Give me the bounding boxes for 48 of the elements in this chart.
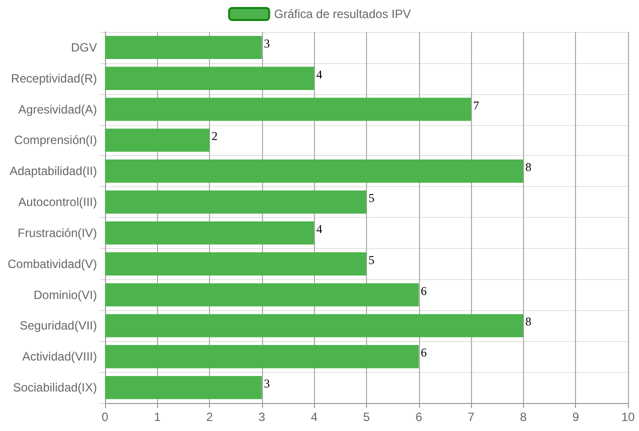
- bar: [105, 376, 262, 400]
- y-tick-label: Combatividad(V): [8, 256, 97, 271]
- bar: [105, 98, 472, 121]
- y-tick-label: DGV: [70, 40, 97, 54]
- x-tick-label: 4: [310, 410, 318, 424]
- x-tick-label: 10: [621, 410, 635, 424]
- x-tick-label: 1: [154, 410, 161, 424]
- data-label: 3: [264, 376, 270, 391]
- bar: [105, 314, 524, 338]
- legend-label: Gráfica de resultados IPV: [274, 7, 411, 21]
- bar: [105, 221, 314, 245]
- y-tick-label: Adaptabilidad(II): [10, 164, 97, 178]
- y-tick-label: Receptividad(R): [10, 71, 97, 86]
- x-tick-label: 8: [520, 410, 528, 424]
- x-tick-label: 0: [102, 410, 109, 424]
- x-tick-label: 7: [468, 410, 475, 424]
- data-label: 5: [368, 191, 374, 206]
- data-label: 2: [212, 129, 218, 144]
- data-label: 8: [525, 160, 532, 174]
- data-label: 3: [264, 36, 270, 50]
- x-tick-label: 9: [572, 410, 580, 424]
- bar: [105, 283, 419, 306]
- y-tick-label: Dominio(VI): [34, 288, 97, 302]
- x-tick-label: 3: [258, 410, 266, 424]
- y-tick-label: Seguridad(VII): [20, 318, 97, 333]
- bar: [105, 66, 314, 90]
- y-tick-label: Comprensión(I): [14, 133, 97, 148]
- x-tick-label: 6: [415, 410, 422, 424]
- data-label: 4: [316, 67, 322, 82]
- bar: [105, 160, 524, 183]
- x-tick-label: 2: [206, 410, 214, 424]
- data-label: 8: [525, 314, 532, 329]
- bar: [105, 190, 366, 214]
- bar: [105, 345, 419, 368]
- y-tick-label: Autocontrol(III): [18, 195, 97, 210]
- y-tick-label: Actividad(VIII): [22, 350, 97, 364]
- data-label: 7: [473, 98, 480, 112]
- data-label: 6: [420, 346, 427, 360]
- bar: [105, 36, 262, 60]
- data-label: 6: [420, 284, 427, 298]
- bar: [105, 252, 366, 276]
- data-label: 4: [316, 222, 322, 236]
- data-label: 5: [368, 252, 374, 267]
- y-tick-label: Sociabilidad(IX): [12, 380, 97, 395]
- y-tick-label: Agresividad(A): [18, 102, 97, 116]
- y-tick-label: Frustración(IV): [18, 226, 97, 240]
- bar: [105, 128, 210, 152]
- x-tick-label: 5: [363, 410, 370, 424]
